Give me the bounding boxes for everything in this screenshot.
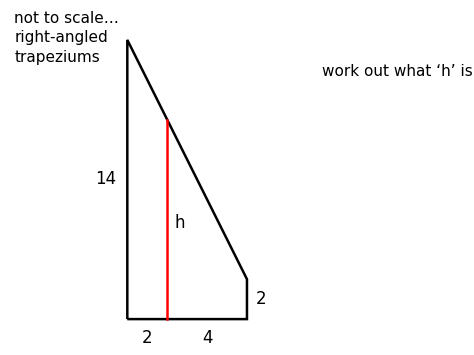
Text: not to scale…
right-angled
trapeziums: not to scale… right-angled trapeziums <box>14 11 119 65</box>
Text: 14: 14 <box>95 170 116 189</box>
Text: 4: 4 <box>202 329 212 347</box>
Text: 2: 2 <box>256 290 266 308</box>
Text: h: h <box>174 214 185 233</box>
Text: work out what ‘h’ is: work out what ‘h’ is <box>322 64 473 79</box>
Text: 2: 2 <box>142 329 153 347</box>
